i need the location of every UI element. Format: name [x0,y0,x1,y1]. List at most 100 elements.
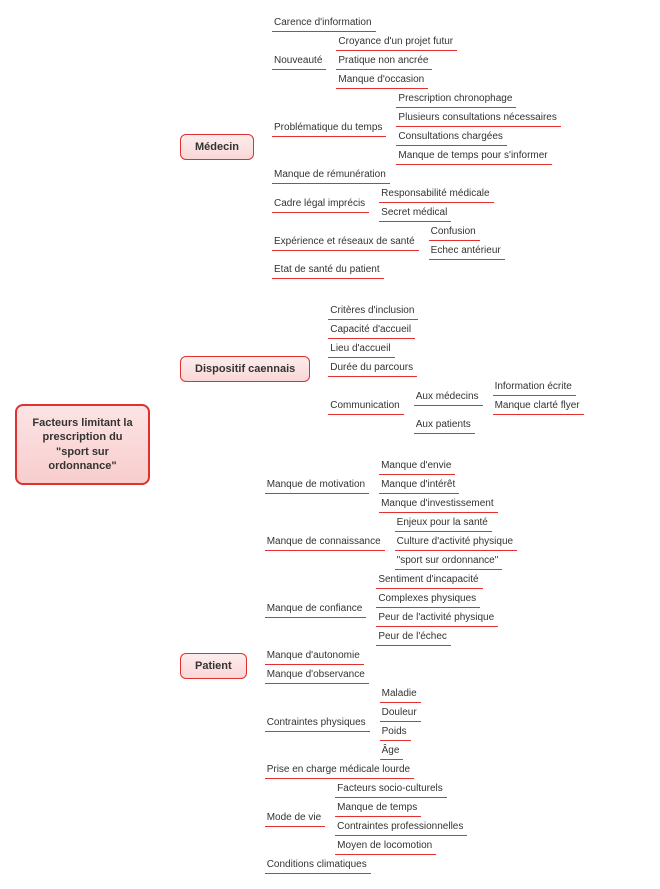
leaf-label: Croyance d'un projet futur [336,34,457,51]
node-row: Peur de l'activité physique [376,610,498,627]
branch-node: Médecin [180,134,254,160]
node-row: Conditions climatiques [265,857,371,874]
leaf-label: Capacité d'accueil [328,322,415,339]
leaf-label: Manque d'observance [265,667,369,684]
sub-children: Maladie Douleur Poids Âge [380,686,421,760]
branch-row: Patient Manque de motivation Manque d'envi… [180,458,584,874]
node-row: Secret médical [379,205,451,222]
node-row: Sentiment d'incapacité [376,572,482,589]
node-row: Prise en charge médicale lourde [265,762,414,779]
node-row: Manque d'investissement [379,496,498,513]
node-row: Manque d'intérêt [379,477,459,494]
node-row: Culture d'activité physique [395,534,517,551]
branch-row: Dispositif caennaisCritères d'inclusionC… [180,303,584,434]
branch-children: Manque de motivation Manque d'envieManque… [265,458,517,874]
node-row: Confusion [429,224,480,241]
node-row: Aux patients [414,417,475,434]
node-row: Manque de motivation Manque d'envieManque… [265,458,498,513]
leaf-label: Mode de vie [265,810,325,827]
node-row: Manque de temps pour s'informer [396,148,551,165]
node-row: Manque clarté flyer [493,398,584,415]
sub-children: Croyance d'un projet futur Pratique non a… [336,34,457,89]
leaf-label: Critères d'inclusion [328,303,418,320]
mindmap-root-container: Facteurs limitant la prescription du "sp… [15,15,645,874]
leaf-label: Carence d'information [272,15,376,32]
leaf-label: Manque d'occasion [336,72,428,89]
leaf-label: Manque clarté flyer [493,398,584,415]
node-row: Carence d'information [272,15,376,32]
node-row: Pratique non ancrée [336,53,432,70]
leaf-label: Consultations chargées [396,129,507,146]
node-row: Manque d'autonomie [265,648,364,665]
leaf-label: Moyen de locomotion [335,838,436,855]
node-row: Douleur [380,705,421,722]
node-row: Âge [380,743,404,760]
branch-node: Patient [180,653,247,679]
branch-children: Carence d'information Nouveauté Croyance d… [272,15,561,279]
leaf-label: Contraintes physiques [265,715,370,732]
leaf-label: Manque d'intérêt [379,477,459,494]
leaf-label: Contraintes professionnelles [335,819,467,836]
level1-children: Médecin Carence d'information Nouveauté Cro… [180,15,584,874]
leaf-label: Âge [380,743,404,760]
leaf-label: Aux médecins [414,389,483,406]
leaf-label: Responsabilité médicale [379,186,493,203]
leaf-label: Manque de motivation [265,477,369,494]
node-row: Mode de vie Facteurs socio-culturels Manqu… [265,781,468,855]
node-row: Complexes physiques [376,591,480,608]
node-row: "sport sur ordonnance" [395,553,503,570]
node-row: Capacité d'accueil [328,322,415,339]
node-row: Manque de confiance Sentiment d'incapacit… [265,572,499,646]
node-row: Manque de rémunération [272,167,390,184]
root-node: Facteurs limitant la prescription du "sp… [15,404,150,485]
node-row: Manque de temps [335,800,421,817]
node-row: Poids [380,724,411,741]
leaf-label: Maladie [380,686,421,703]
node-row: Moyen de locomotion [335,838,436,855]
node-row: Problématique du temps Prescription chron… [272,91,561,165]
leaf-label: Problématique du temps [272,120,386,137]
branch-children: Critères d'inclusion Capacité d'accueil Li… [328,303,583,434]
sub-children: Prescription chronophage Plusieurs consul… [396,91,560,165]
node-row: Nouveauté Croyance d'un projet futur Prati… [272,34,457,89]
leaf-label: Prise en charge médicale lourde [265,762,414,779]
leaf-label: "sport sur ordonnance" [395,553,503,570]
leaf-label: Etat de santé du patient [272,262,384,279]
sub-children: Information écrite Manque clarté flyer [493,379,584,415]
leaf-label: Douleur [380,705,421,722]
leaf-label: Manque de confiance [265,601,367,618]
node-row: Responsabilité médicale [379,186,493,203]
node-row: Plusieurs consultations nécessaires [396,110,560,127]
leaf-label: Complexes physiques [376,591,480,608]
node-row: CommunicationAux médecinsInformation écr… [328,379,583,434]
sub-children: Facteurs socio-culturels Manque de temps C… [335,781,467,855]
node-row: Consultations chargées [396,129,507,146]
leaf-label: Nouveauté [272,53,326,70]
sub-children: ConfusionEchec antérieur [429,224,505,260]
node-row: Contraintes physiques Maladie Douleur Poids… [265,686,421,760]
leaf-label: Enjeux pour la santé [395,515,492,532]
node-row: Durée du parcours [328,360,417,377]
leaf-label: Culture d'activité physique [395,534,517,551]
leaf-label: Peur de l'échec [376,629,451,646]
node-row: Croyance d'un projet futur [336,34,457,51]
node-row: Prescription chronophage [396,91,516,108]
branch-row: Médecin Carence d'information Nouveauté Cro… [180,15,584,279]
node-row: Critères d'inclusion [328,303,418,320]
leaf-label: Information écrite [493,379,576,396]
sub-children: Manque d'envieManque d'intérêtManque d'i… [379,458,498,513]
leaf-label: Confusion [429,224,480,241]
leaf-label: Durée du parcours [328,360,417,377]
leaf-label: Manque d'investissement [379,496,498,513]
sub-children: Enjeux pour la santé Culture d'activité p… [395,515,517,570]
node-row: Manque d'occasion [336,72,428,89]
leaf-label: Facteurs socio-culturels [335,781,447,798]
node-row: Manque d'observance [265,667,369,684]
leaf-label: Expérience et réseaux de santé [272,234,419,251]
leaf-label: Manque de temps pour s'informer [396,148,551,165]
node-row: Enjeux pour la santé [395,515,492,532]
leaf-label: Manque de temps [335,800,421,817]
leaf-label: Peur de l'activité physique [376,610,498,627]
leaf-label: Lieu d'accueil [328,341,394,358]
leaf-label: Manque de rémunération [272,167,390,184]
